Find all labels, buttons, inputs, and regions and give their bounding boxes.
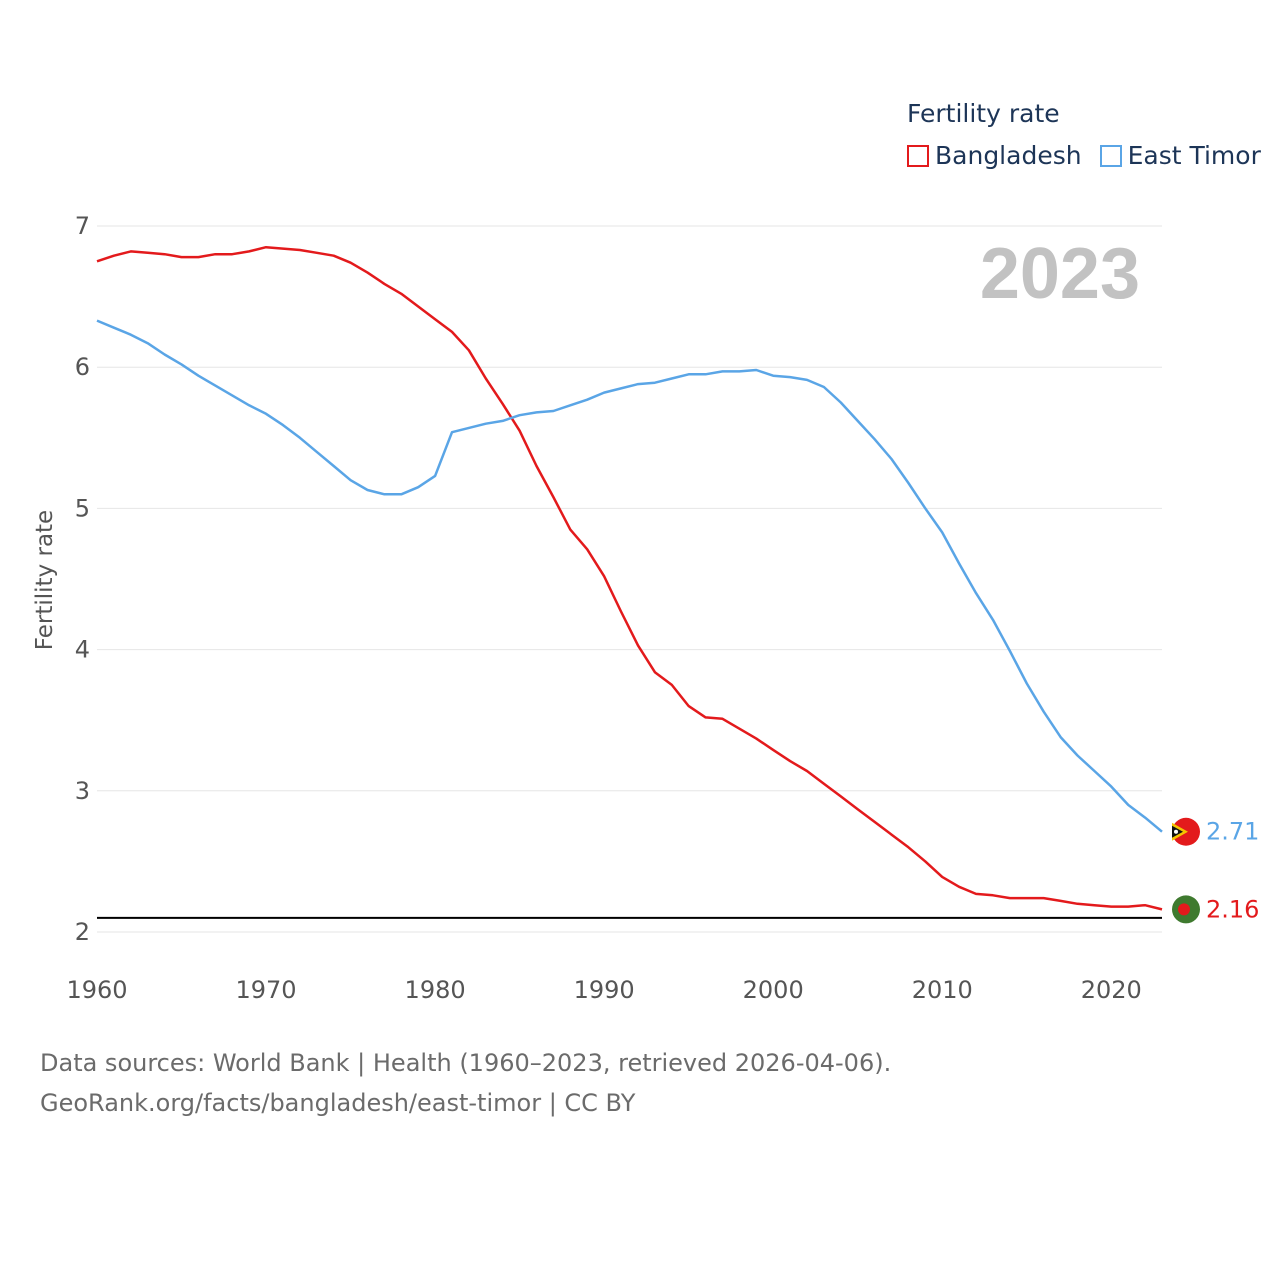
series-line-east-timor [96,319,1163,833]
footer-sources: Data sources: World Bank | Health (1960–… [40,1049,892,1077]
y-axis-label: Fertility rate [32,510,58,650]
series-line-bangladesh [96,245,1163,911]
end-value-label-east-timor: 2.71 [1206,818,1259,846]
x-tick-label-2000: 2000 [743,976,804,1004]
footer: Data sources: World Bank | Health (1960–… [40,1043,891,1123]
legend-label-bangladesh: Bangladesh [935,141,1082,170]
legend-title: Fertility rate [907,99,1060,128]
x-tick-label-2020: 2020 [1081,976,1142,1004]
legend-label-east-timor: East Timor [1127,141,1261,170]
y-tick-label-6: 6 [75,353,90,381]
grid-lines [97,225,1162,933]
line-chart: 2023 2 3 4 5 6 7 1960 1970 1980 1990 2000 2010 2020… [32,212,1259,1004]
y-tick-label-4: 4 [75,636,90,664]
y-tick-label-2: 2 [75,918,90,946]
y-tick-label-7: 7 [75,212,90,240]
x-tick-label-1980: 1980 [405,976,466,1004]
flag-star [1174,829,1178,834]
flag-icon-east-timor [1172,817,1200,846]
x-tick-label-1970: 1970 [236,976,297,1004]
x-axis-ticks: 1960 1970 1980 1990 2000 2010 2020 [66,976,1141,1004]
legend-swatch-bangladesh [907,144,929,167]
y-tick-label-3: 3 [75,777,90,805]
legend-swatch-east-timor [1099,144,1122,167]
legend: Bangladesh East Timor [907,141,1279,170]
legend-item-bangladesh[interactable]: Bangladesh [907,141,1082,170]
flag-disc [1178,903,1190,916]
y-tick-label-5: 5 [75,494,90,522]
x-tick-label-1960: 1960 [66,976,127,1004]
end-markers: 2.16 2.71 [1172,817,1259,924]
series-lines [96,245,1163,911]
flag-icon-bangladesh [1172,895,1200,924]
y-axis-ticks: 2 3 4 5 6 7 [75,212,90,946]
footer-link[interactable]: GeoRank.org/facts/bangladesh/east-timor … [40,1089,636,1117]
x-tick-label-2010: 2010 [912,976,973,1004]
legend-item-east-timor[interactable]: East Timor [1099,141,1261,170]
end-value-label-bangladesh: 2.16 [1206,895,1259,923]
year-label: 2023 [980,234,1140,314]
x-tick-label-1990: 1990 [574,976,635,1004]
